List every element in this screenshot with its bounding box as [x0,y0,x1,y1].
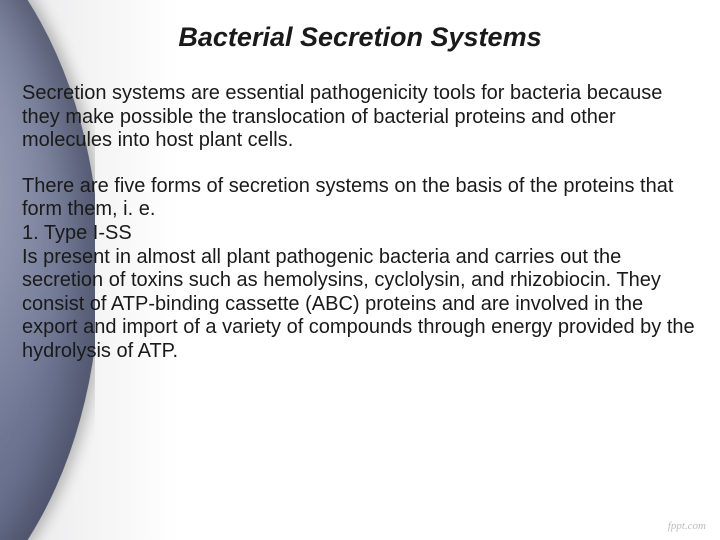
watermark: fppt.com [668,520,706,532]
slide-title: Bacterial Secretion Systems [0,22,720,53]
paragraph-1: Secretion systems are essential pathogen… [22,82,698,153]
paragraph-2: There are five forms of secretion system… [22,175,698,364]
slide-body: Secretion systems are essential pathogen… [22,82,698,386]
slide-container: Bacterial Secretion Systems Secretion sy… [0,0,720,540]
